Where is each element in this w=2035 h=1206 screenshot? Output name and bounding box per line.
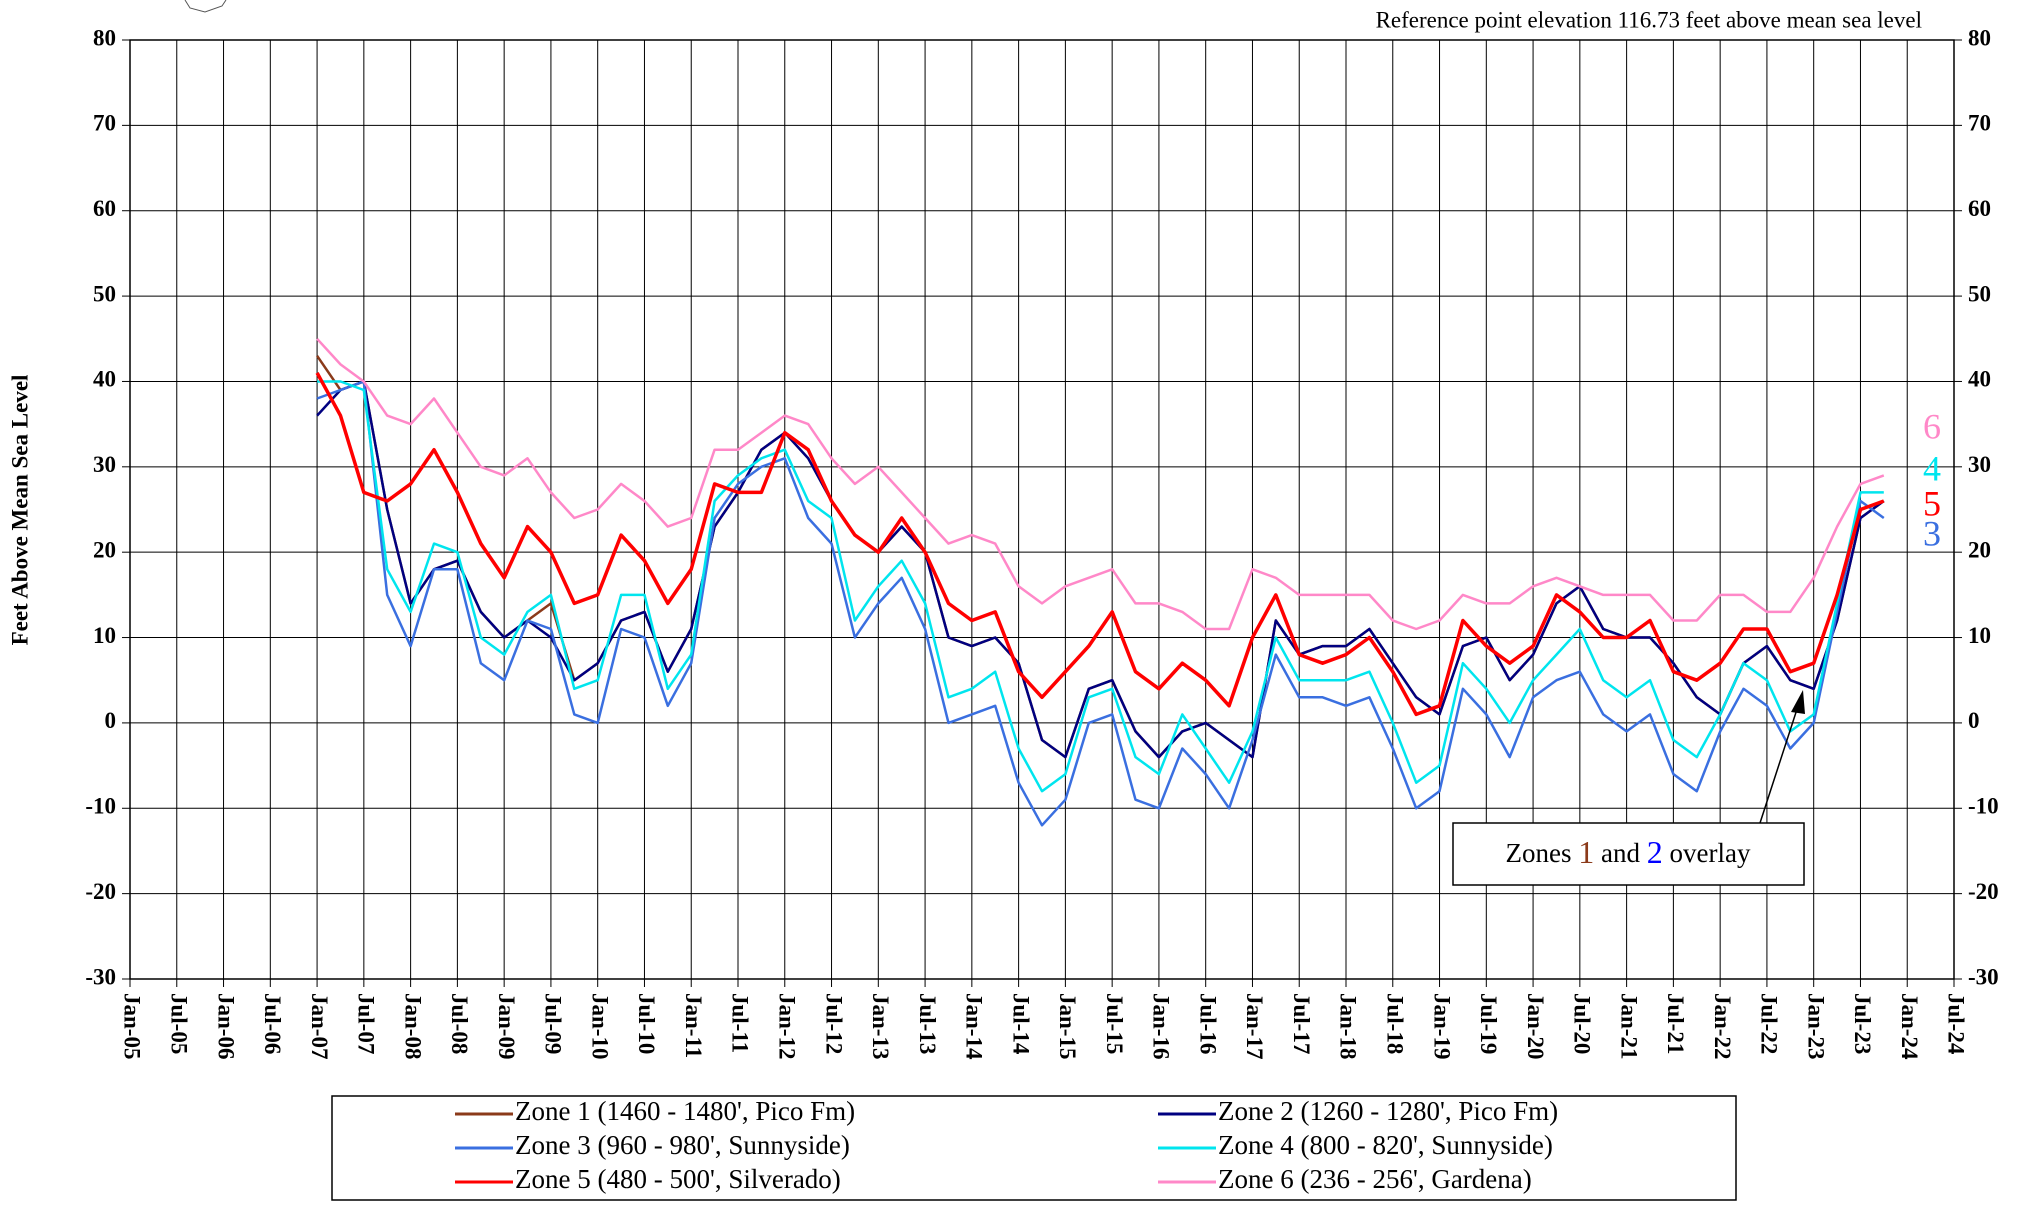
y2-tick-label: 10	[1968, 623, 1991, 648]
y-tick-label: 20	[93, 537, 116, 562]
annotation-arrow	[1759, 699, 1801, 824]
y2-tick-label: -20	[1968, 879, 1999, 904]
y-tick-label: -10	[85, 794, 116, 819]
y2-tick-label: 0	[1968, 708, 1980, 733]
y2-tick-label: 30	[1968, 452, 1991, 477]
x-tick-label: Jul-15	[1102, 993, 1127, 1054]
x-tick-label: Jan-09	[494, 993, 519, 1059]
x-tick-label: Jan-16	[1149, 993, 1174, 1059]
x-tick-label: Jan-11	[681, 993, 706, 1058]
x-tick-label: Jul-21	[1663, 993, 1688, 1054]
x-tick-label: Jan-14	[962, 993, 987, 1060]
series-line	[315, 372, 1885, 717]
x-tick-label: Jul-16	[1195, 993, 1220, 1054]
y-tick-label: 60	[93, 196, 116, 221]
annotation-part: overlay	[1663, 838, 1751, 868]
x-tick-label: Jul-10	[634, 993, 659, 1054]
x-tick-label: Jul-05	[166, 993, 191, 1054]
x-tick-label: Jan-07	[307, 993, 332, 1059]
x-tick-label: Jul-13	[915, 993, 940, 1054]
x-tick-label: Jan-08	[400, 993, 425, 1059]
x-tick-label: Jul-08	[447, 993, 472, 1054]
plot-area: -30 -20 -10 0 10 20 30 40 50 60 70 80 -30 -20 -10 0 10 20…	[85, 25, 1998, 1060]
legend-label: Zone 3 (960 - 980', Sunnyside)	[515, 1130, 850, 1160]
map-fragment	[184, 0, 227, 13]
legend-label: Zone 6 (236 - 256', Gardena)	[1218, 1164, 1532, 1194]
y2-tick-label: -10	[1968, 794, 1999, 819]
x-tick-label: Jul-11	[728, 993, 753, 1053]
x-tick-label: Jan-13	[868, 993, 893, 1059]
x-tick-label: Jan-15	[1055, 993, 1080, 1059]
series-line	[317, 380, 1884, 793]
end-label: 3	[1923, 513, 1941, 553]
x-tick-label: Jul-12	[821, 993, 846, 1054]
x-tick-label: Jan-22	[1710, 993, 1735, 1059]
y-tick-label: 50	[93, 281, 116, 306]
x-tick-label: Jan-06	[213, 993, 238, 1059]
x-tick-label: Jul-09	[541, 993, 566, 1054]
x-tick-label: Jan-24	[1897, 993, 1922, 1060]
x-tick-label: Jan-23	[1803, 993, 1828, 1059]
annotation-part: and	[1594, 838, 1646, 868]
x-tick-label: Jul-14	[1008, 993, 1033, 1055]
series-line	[316, 380, 1885, 827]
x-tick-label: Jul-17	[1289, 993, 1314, 1054]
x-tick-label: Jan-17	[1242, 993, 1267, 1059]
legend-box	[331, 1095, 1737, 1201]
y-tick-label: 40	[93, 367, 116, 392]
x-tick-label: Jan-10	[587, 993, 612, 1059]
y2-tick-label: 40	[1968, 367, 1991, 392]
y2-tick-label: -30	[1968, 964, 1999, 989]
y2-tick-label: 20	[1968, 537, 1991, 562]
x-tick-label: Jul-22	[1757, 993, 1782, 1054]
y2-tick-label: 50	[1968, 281, 1991, 306]
y-tick-label: 10	[93, 623, 116, 648]
annotation-part: 2	[1647, 834, 1663, 870]
reference-note: Reference point elevation 116.73 feet ab…	[1376, 7, 1922, 32]
x-tick-label: Jan-21	[1616, 993, 1641, 1059]
end-label: 5	[1923, 483, 1941, 523]
legend: Zone 1 (1460 - 1480', Pico Fm) Zone 2 (12…	[331, 1095, 1737, 1201]
annotation-box	[1452, 822, 1805, 886]
x-tick-label: Jan-05	[120, 993, 145, 1059]
y-axis-title: Feet Above Mean Sea Level	[7, 375, 32, 646]
y-tick-label: 30	[93, 452, 116, 477]
x-tick-label: Jul-24	[1944, 993, 1969, 1055]
y2-tick-label: 80	[1968, 25, 1991, 50]
legend-label: Zone 2 (1260 - 1280', Pico Fm)	[1218, 1096, 1558, 1126]
legend-label: Zone 4 (800 - 820', Sunnyside)	[1218, 1130, 1553, 1160]
y-tick-label: -20	[85, 879, 116, 904]
y2-tick-label: 70	[1968, 111, 1991, 136]
y-tick-label: 80	[93, 25, 116, 50]
legend-label: Zone 5 (480 - 500', Silverado)	[515, 1164, 841, 1194]
end-label: 6	[1923, 406, 1941, 446]
x-tick-label: Jan-12	[774, 993, 799, 1059]
y-tick-label: -30	[85, 964, 116, 989]
end-label: 4	[1923, 448, 1941, 488]
annotation-part: 1	[1578, 834, 1594, 870]
x-tick-label: Jan-20	[1523, 993, 1548, 1059]
annotation-arrowhead	[1791, 690, 1805, 714]
annotation-part: Zones	[1506, 838, 1579, 868]
y-tick-label: 70	[93, 111, 116, 136]
x-tick-label: Jul-23	[1850, 993, 1875, 1054]
y-tick-label: 0	[105, 708, 117, 733]
annotation: Zones 1 and 2 overlay	[1506, 834, 1751, 870]
legend-label: Zone 1 (1460 - 1480', Pico Fm)	[515, 1096, 855, 1126]
x-tick-label: Jul-07	[354, 993, 379, 1054]
x-tick-label: Jul-06	[260, 993, 285, 1054]
series-line	[316, 337, 1885, 631]
x-tick-label: Jan-18	[1336, 993, 1361, 1059]
x-tick-label: Jul-20	[1570, 993, 1595, 1054]
x-tick-label: Jul-18	[1382, 993, 1407, 1054]
y2-tick-label: 60	[1968, 196, 1991, 221]
x-tick-label: Jan-19	[1429, 993, 1454, 1059]
x-tick-label: Jul-19	[1476, 993, 1501, 1054]
plot-frame	[129, 39, 1955, 980]
